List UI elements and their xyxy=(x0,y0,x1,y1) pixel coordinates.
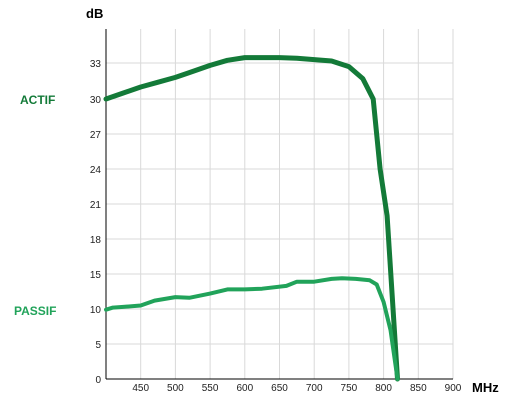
x-tick-label: 450 xyxy=(132,383,149,394)
y-tick-label: 24 xyxy=(90,165,102,176)
x-tick-label: 700 xyxy=(306,383,323,394)
y-tick-label: 10 xyxy=(90,305,102,316)
series-label-passif: PASSIF xyxy=(14,304,56,318)
y-tick-label: 18 xyxy=(90,235,102,246)
series-label-actif: ACTIF xyxy=(20,93,55,107)
y-tick-label: 0 xyxy=(95,375,101,386)
series-lines xyxy=(103,55,400,382)
x-tick-label: 650 xyxy=(271,383,288,394)
y-tick-label: 5 xyxy=(95,340,101,351)
x-tick-label: 600 xyxy=(236,383,253,394)
x-tick-label: 550 xyxy=(202,383,219,394)
series-line-passif xyxy=(104,276,400,381)
x-tick-label: 850 xyxy=(410,383,427,394)
y-tick-label: 15 xyxy=(90,270,102,281)
x-tick-label: 750 xyxy=(341,383,358,394)
x-tick-label: 500 xyxy=(167,383,184,394)
x-tick-label: 800 xyxy=(375,383,392,394)
y-tick-label: 21 xyxy=(90,200,102,211)
x-unit-label: MHz xyxy=(472,380,499,394)
y-tick-label: 33 xyxy=(90,59,102,70)
series-line-actif xyxy=(103,55,400,382)
labels: 450 500 550 600 650 700 750 800 850 900 0 5 10 15 18 21… xyxy=(90,59,462,394)
x-tick-label: 900 xyxy=(445,383,462,394)
y-tick-label: 27 xyxy=(90,130,102,141)
y-tick-label: 30 xyxy=(90,95,102,106)
y-unit-label: dB xyxy=(86,6,103,21)
